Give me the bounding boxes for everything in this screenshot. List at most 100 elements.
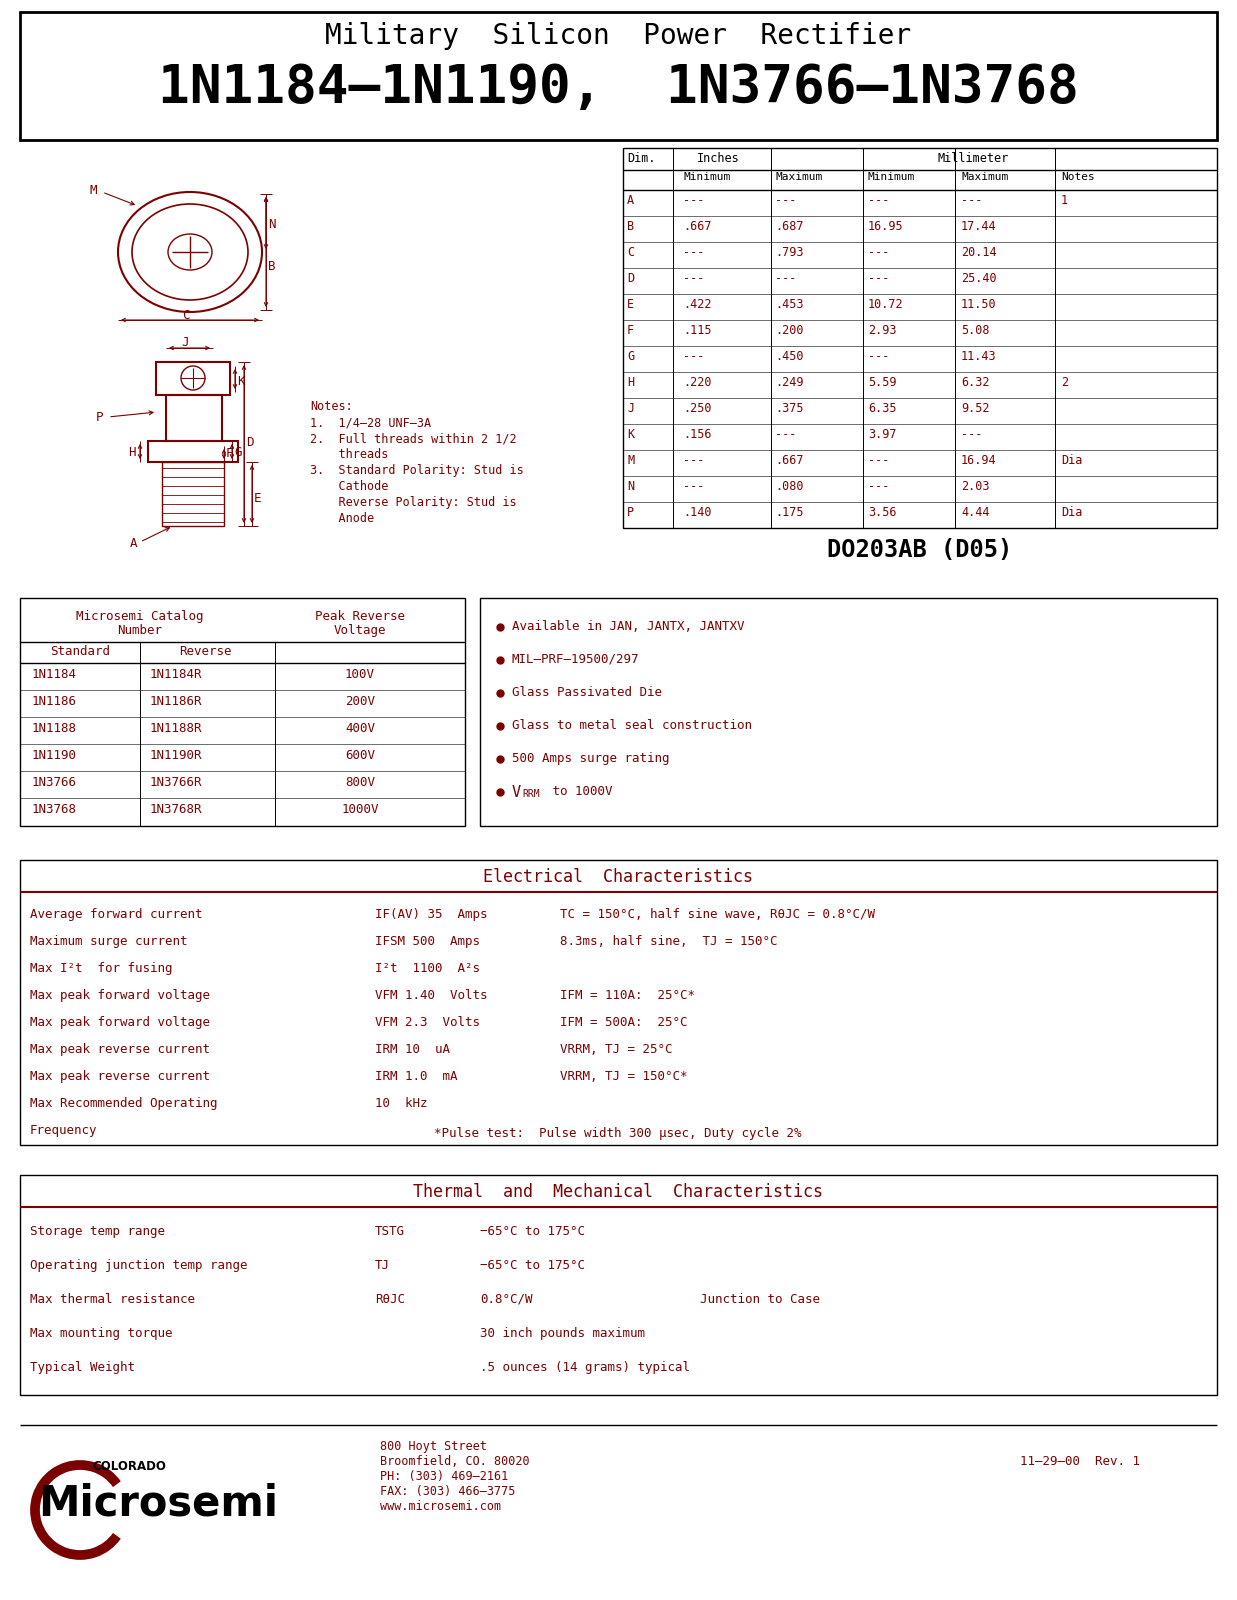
Text: 6.35: 6.35 bbox=[868, 402, 897, 414]
Bar bbox=[20, 11, 1217, 141]
Text: 2.03: 2.03 bbox=[961, 480, 990, 493]
Text: M: M bbox=[90, 184, 98, 197]
Text: TC = 150°C, half sine wave, RθJC = 0.8°C/W: TC = 150°C, half sine wave, RθJC = 0.8°C… bbox=[560, 909, 875, 922]
Text: M: M bbox=[627, 454, 635, 467]
Text: .793: .793 bbox=[776, 246, 804, 259]
Text: RθJC: RθJC bbox=[375, 1293, 404, 1306]
Text: ---: --- bbox=[868, 246, 889, 259]
Text: Junction to Case: Junction to Case bbox=[700, 1293, 820, 1306]
Text: 600V: 600V bbox=[345, 749, 375, 762]
Text: ---: --- bbox=[868, 480, 889, 493]
Text: Max peak reverse current: Max peak reverse current bbox=[30, 1070, 210, 1083]
Text: VRRM, TJ = 150°C*: VRRM, TJ = 150°C* bbox=[560, 1070, 688, 1083]
Bar bbox=[148, 442, 238, 462]
Text: D: D bbox=[246, 435, 254, 450]
Text: Anode: Anode bbox=[310, 512, 374, 525]
Text: A: A bbox=[627, 194, 635, 206]
Text: Operating junction temp range: Operating junction temp range bbox=[30, 1259, 247, 1272]
Text: Inches: Inches bbox=[696, 152, 740, 165]
Text: .249: .249 bbox=[776, 376, 804, 389]
Text: 5.08: 5.08 bbox=[961, 323, 990, 338]
Text: .140: .140 bbox=[683, 506, 711, 518]
Text: ---: --- bbox=[961, 427, 982, 442]
Text: 10  kHz: 10 kHz bbox=[375, 1098, 428, 1110]
Text: 800 Hoyt Street
Broomfield, CO. 80020
PH: (303) 469–2161
FAX: (303) 466–3775
www: 800 Hoyt Street Broomfield, CO. 80020 PH… bbox=[380, 1440, 529, 1514]
Text: ---: --- bbox=[683, 194, 704, 206]
Text: 100V: 100V bbox=[345, 669, 375, 682]
Text: Reverse Polarity: Stud is: Reverse Polarity: Stud is bbox=[310, 496, 517, 509]
Text: ---: --- bbox=[776, 272, 797, 285]
Text: Maximum: Maximum bbox=[776, 171, 823, 182]
Text: Dia: Dia bbox=[1061, 454, 1082, 467]
Text: 1N1184–1N1190,  1N3766–1N3768: 1N1184–1N1190, 1N3766–1N3768 bbox=[157, 62, 1079, 114]
Text: 1.  1/4–28 UNF–3A: 1. 1/4–28 UNF–3A bbox=[310, 416, 432, 429]
Text: 5.59: 5.59 bbox=[868, 376, 897, 389]
Text: K: K bbox=[627, 427, 635, 442]
Text: G: G bbox=[234, 446, 241, 459]
Text: Dia: Dia bbox=[1061, 506, 1082, 518]
Text: F: F bbox=[627, 323, 635, 338]
Text: IRM 10  uA: IRM 10 uA bbox=[375, 1043, 450, 1056]
Text: F: F bbox=[226, 446, 234, 461]
Text: Max peak reverse current: Max peak reverse current bbox=[30, 1043, 210, 1056]
Text: Dim.: Dim. bbox=[627, 152, 656, 165]
Text: ---: --- bbox=[776, 427, 797, 442]
Text: C: C bbox=[182, 309, 189, 322]
Text: 1N1190: 1N1190 bbox=[32, 749, 77, 762]
Text: .200: .200 bbox=[776, 323, 804, 338]
Text: P: P bbox=[96, 411, 104, 424]
Text: 1000V: 1000V bbox=[341, 803, 379, 816]
Text: Average forward current: Average forward current bbox=[30, 909, 203, 922]
Text: Notes: Notes bbox=[1061, 171, 1095, 182]
Text: Maximum: Maximum bbox=[961, 171, 1008, 182]
Text: 1: 1 bbox=[1061, 194, 1068, 206]
Bar bbox=[20, 1174, 1217, 1395]
Text: TJ: TJ bbox=[375, 1259, 390, 1272]
Text: Max peak forward voltage: Max peak forward voltage bbox=[30, 989, 210, 1002]
Bar bbox=[623, 149, 1217, 528]
Text: .080: .080 bbox=[776, 480, 804, 493]
Text: Microsemi: Microsemi bbox=[38, 1482, 278, 1523]
Text: 11–29–00  Rev. 1: 11–29–00 Rev. 1 bbox=[1021, 1454, 1141, 1469]
Text: 2.93: 2.93 bbox=[868, 323, 897, 338]
Text: 1N3766R: 1N3766R bbox=[150, 776, 203, 789]
Text: H: H bbox=[127, 446, 136, 459]
Text: 1N1186: 1N1186 bbox=[32, 694, 77, 707]
Text: .450: .450 bbox=[776, 350, 804, 363]
Text: 1N3766: 1N3766 bbox=[32, 776, 77, 789]
Text: 800V: 800V bbox=[345, 776, 375, 789]
Text: 1N1184: 1N1184 bbox=[32, 669, 77, 682]
Text: IFM = 110A:  25°C*: IFM = 110A: 25°C* bbox=[560, 989, 695, 1002]
Text: ---: --- bbox=[683, 272, 704, 285]
Text: 16.94: 16.94 bbox=[961, 454, 997, 467]
Bar bbox=[20, 861, 1217, 1146]
Text: Thermal  and  Mechanical  Characteristics: Thermal and Mechanical Characteristics bbox=[413, 1182, 823, 1202]
Text: IFSM 500  Amps: IFSM 500 Amps bbox=[375, 934, 480, 947]
Text: ---: --- bbox=[776, 194, 797, 206]
Text: −65°C to 175°C: −65°C to 175°C bbox=[480, 1259, 585, 1272]
Text: 17.44: 17.44 bbox=[961, 219, 997, 234]
Text: J: J bbox=[181, 336, 188, 349]
Text: TSTG: TSTG bbox=[375, 1226, 404, 1238]
Text: 1N3768R: 1N3768R bbox=[150, 803, 203, 816]
Text: 8.3ms, half sine,  TJ = 150°C: 8.3ms, half sine, TJ = 150°C bbox=[560, 934, 778, 947]
Text: 3.97: 3.97 bbox=[868, 427, 897, 442]
Text: .250: .250 bbox=[683, 402, 711, 414]
Text: Maximum surge current: Maximum surge current bbox=[30, 934, 188, 947]
Text: −65°C to 175°C: −65°C to 175°C bbox=[480, 1226, 585, 1238]
Text: Number: Number bbox=[118, 624, 162, 637]
Text: E: E bbox=[254, 493, 261, 506]
Text: VFM 2.3  Volts: VFM 2.3 Volts bbox=[375, 1016, 480, 1029]
Text: 1N3768: 1N3768 bbox=[32, 803, 77, 816]
Text: 1N1184R: 1N1184R bbox=[150, 669, 203, 682]
Bar bbox=[156, 362, 230, 395]
Bar bbox=[20, 598, 465, 826]
Text: Voltage: Voltage bbox=[334, 624, 386, 637]
Text: N: N bbox=[627, 480, 635, 493]
Text: V: V bbox=[512, 786, 521, 800]
Text: .453: .453 bbox=[776, 298, 804, 310]
Text: ---: --- bbox=[683, 246, 704, 259]
Text: VFM 1.40  Volts: VFM 1.40 Volts bbox=[375, 989, 487, 1002]
Text: Military  Silicon  Power  Rectifier: Military Silicon Power Rectifier bbox=[325, 22, 912, 50]
Text: E: E bbox=[627, 298, 635, 310]
